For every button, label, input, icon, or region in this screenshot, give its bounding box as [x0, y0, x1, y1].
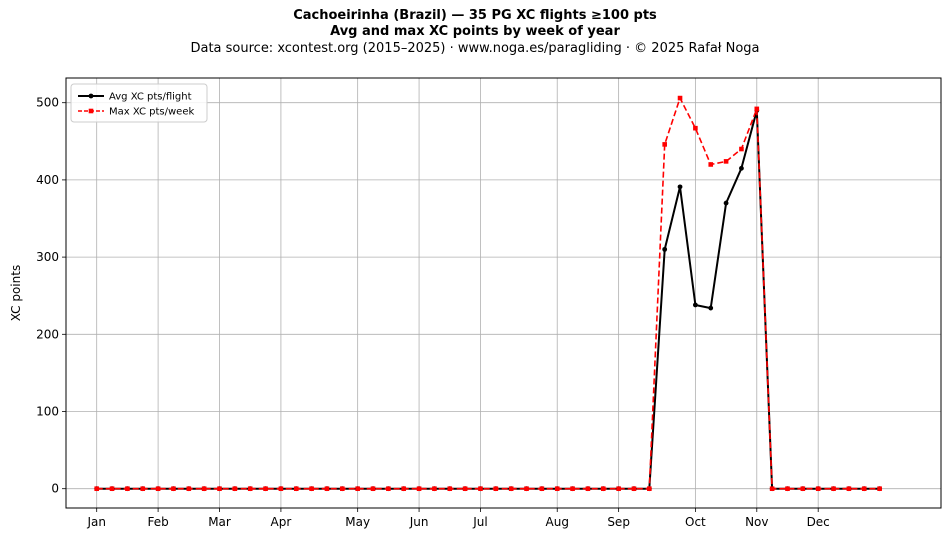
data-point-avg	[739, 165, 744, 171]
y-axis-label: XC points	[9, 265, 23, 321]
y-tick-label: 400	[36, 173, 59, 187]
x-tick-label: Sep	[607, 515, 630, 529]
data-point-max	[278, 486, 284, 492]
data-point-max	[401, 486, 407, 492]
data-point-avg	[692, 302, 698, 308]
data-point-max	[416, 486, 422, 492]
data-point-max	[447, 486, 453, 492]
data-point-max	[186, 486, 192, 492]
data-point-max	[309, 486, 314, 492]
y-tick-label: 500	[36, 96, 59, 110]
data-point-max	[662, 142, 667, 147]
data-point-avg	[662, 246, 668, 252]
x-axis-ticks: Jan Feb Mar Apr May Jun Jul Aug Sep Oct Nov Dec	[86, 508, 830, 529]
data-point-max	[677, 95, 683, 101]
data-point-max	[263, 486, 268, 492]
x-tick-label: Jul	[472, 515, 487, 529]
x-tick-label: Dec	[807, 515, 830, 529]
series-layer	[94, 95, 882, 492]
data-point-max	[539, 486, 545, 492]
data-point-max	[815, 486, 821, 492]
legend-label-avg: Avg XC pts/flight	[109, 92, 192, 103]
series-line-avg	[96, 109, 880, 490]
y-tick-label: 0	[51, 482, 59, 496]
chart-subtitle: Avg and max XC points by week of year	[330, 24, 620, 39]
data-point-max	[846, 486, 852, 492]
x-tick-label: Aug	[546, 515, 569, 529]
series-max	[94, 95, 882, 492]
x-tick-label: Jan	[86, 515, 106, 529]
data-point-max	[877, 486, 882, 492]
y-axis-ticks: 0 100 200 300 400 500	[36, 96, 66, 496]
legend-box	[70, 83, 208, 123]
data-point-avg	[708, 305, 714, 311]
data-point-max	[247, 486, 253, 492]
data-point-max	[355, 486, 360, 492]
data-point-max	[493, 486, 499, 492]
y-tick-label: 200	[36, 327, 59, 341]
data-point-max	[723, 159, 729, 164]
x-tick-label: Jun	[409, 515, 429, 529]
data-point-max	[739, 146, 744, 152]
data-point-max	[800, 486, 806, 492]
plot-frame	[65, 77, 942, 509]
data-point-max	[155, 486, 161, 492]
data-point-max	[370, 486, 376, 492]
data-point-max	[140, 486, 146, 492]
data-point-max	[647, 486, 652, 492]
x-tick-label: Nov	[745, 515, 768, 529]
data-point-max	[201, 486, 207, 492]
data-point-max	[708, 162, 714, 167]
data-point-max	[861, 486, 867, 492]
y-tick-label: 300	[36, 250, 59, 264]
data-point-max	[831, 486, 836, 492]
x-tick-label: Feb	[147, 515, 168, 529]
data-point-max	[769, 486, 775, 492]
x-tick-label: May	[345, 515, 370, 529]
data-point-max	[508, 486, 514, 492]
legend-label-max: Max XC pts/week	[109, 107, 194, 118]
data-point-max	[631, 486, 637, 492]
x-tick-label: Mar	[208, 515, 231, 529]
data-point-max	[432, 486, 437, 492]
data-point-max	[585, 486, 591, 492]
data-point-max	[232, 486, 238, 492]
chart-titles: Cachoeirinha (Brazil) — 35 PG XC flights…	[0, 8, 950, 57]
data-point-avg	[723, 200, 729, 206]
y-tick-label: 100	[36, 405, 59, 419]
data-point-max	[125, 486, 130, 492]
data-point-max	[324, 486, 330, 492]
legend-marker-max	[88, 108, 94, 114]
data-point-max	[754, 106, 760, 112]
data-point-max	[524, 486, 529, 492]
data-point-max	[217, 486, 222, 492]
legend-marker-avg	[88, 93, 94, 99]
data-point-max	[462, 486, 468, 492]
data-point-max	[478, 486, 483, 492]
data-point-max	[386, 486, 391, 492]
x-tick-label: Oct	[685, 515, 706, 529]
data-point-max	[340, 486, 345, 492]
data-point-max	[570, 486, 575, 492]
data-point-max	[293, 486, 299, 492]
chart-source-note: Data source: xcontest.org (2015–2025) · …	[190, 41, 760, 56]
data-point-max	[109, 486, 115, 492]
data-point-avg	[677, 184, 683, 190]
data-point-max	[693, 125, 698, 131]
chart-title: Cachoeirinha (Brazil) — 35 PG XC flights…	[293, 8, 657, 23]
series-line-max	[96, 97, 880, 490]
data-point-max	[785, 486, 790, 492]
grid-lines	[66, 78, 941, 508]
x-tick-label: Apr	[271, 515, 292, 529]
data-point-max	[600, 486, 606, 492]
data-point-max	[94, 486, 100, 492]
data-point-max	[616, 486, 621, 492]
legend: Avg XC pts/flight Max XC pts/week	[70, 83, 208, 123]
data-point-max	[171, 486, 176, 492]
data-point-max	[554, 486, 560, 492]
